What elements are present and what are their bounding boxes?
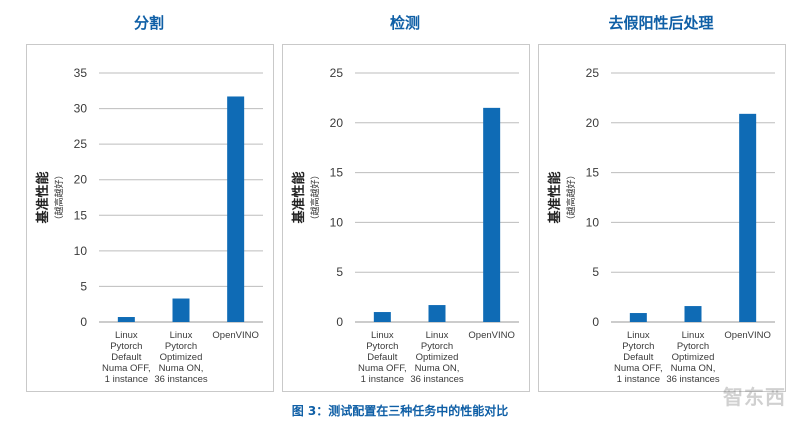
y-axis-label: 基准性能 — [291, 171, 307, 224]
x-tick-label: Numa OFF, — [614, 363, 663, 374]
x-tick-label: Default — [111, 352, 141, 363]
y-tick-label: 10 — [74, 244, 88, 258]
figure-caption: 图 3：测试配置在三种任务中的性能对比 — [291, 404, 509, 418]
watermark-logo: 智东西 — [723, 385, 786, 409]
x-tick-label: 36 instances — [666, 374, 720, 385]
x-tick-label: 36 instances — [154, 374, 208, 385]
bar-chart-3: 基准性能 （越高越好）0510152025LinuxPytorchDefaultN… — [547, 66, 775, 385]
x-tick-label: Pytorch — [366, 341, 398, 352]
y-tick-label: 0 — [80, 315, 87, 329]
x-tick-label: Linux — [371, 330, 394, 341]
x-tick-label: Pytorch — [421, 341, 453, 352]
y-axis-label: 基准性能 — [35, 171, 51, 224]
y-axis-sublabel: （越高越好） — [309, 170, 321, 224]
y-axis-sublabel: （越高越好） — [53, 170, 65, 224]
x-tick-label: Pytorch — [165, 341, 197, 352]
y-tick-label: 30 — [74, 102, 88, 116]
y-tick-label: 35 — [74, 66, 88, 80]
y-tick-label: 15 — [74, 208, 88, 222]
x-tick-label: Numa OFF, — [102, 363, 151, 374]
x-tick-label: Linux — [115, 330, 138, 341]
y-tick-label: 5 — [80, 279, 87, 293]
x-tick-label: Pytorch — [622, 341, 654, 352]
y-tick-label: 20 — [74, 173, 88, 187]
y-axis-sublabel: （越高越好） — [565, 170, 577, 224]
y-axis-label: 基准性能 — [547, 171, 563, 224]
bar — [117, 317, 135, 322]
panel-1-title: 分割 — [133, 14, 164, 32]
x-tick-label: Linux — [627, 330, 650, 341]
y-tick-label: 10 — [330, 215, 344, 229]
x-tick-label: Numa ON, — [159, 363, 204, 374]
x-tick-label: OpenVINO — [468, 330, 514, 341]
bar — [684, 306, 702, 322]
x-tick-label: Linux — [426, 330, 449, 341]
x-tick-label: Optimized — [416, 352, 459, 363]
x-tick-label: Linux — [682, 330, 705, 341]
bar-chart-2: 基准性能 （越高越好）0510152025LinuxPytorchDefaultN… — [291, 66, 519, 385]
bar — [483, 107, 501, 322]
panel-3-title: 去假阳性后处理 — [608, 14, 714, 32]
y-tick-label: 25 — [74, 137, 88, 151]
x-tick-label: Numa ON, — [671, 363, 716, 374]
x-tick-label: Linux — [170, 330, 193, 341]
x-tick-label: Pytorch — [110, 341, 142, 352]
y-tick-label: 20 — [330, 116, 344, 130]
x-tick-label: Optimized — [160, 352, 203, 363]
x-tick-label: Optimized — [672, 352, 715, 363]
x-tick-label: 1 instance — [105, 374, 148, 385]
y-tick-label: 20 — [586, 116, 600, 130]
bar — [428, 305, 446, 322]
bar — [172, 298, 190, 322]
y-tick-label: 0 — [336, 315, 343, 329]
x-tick-label: OpenVINO — [212, 330, 258, 341]
bar — [227, 96, 245, 322]
y-tick-label: 15 — [586, 166, 600, 180]
y-tick-label: 25 — [330, 66, 344, 80]
bar — [739, 113, 757, 322]
y-tick-label: 5 — [592, 265, 599, 279]
x-tick-label: Numa ON, — [415, 363, 460, 374]
bar — [629, 313, 647, 322]
y-tick-label: 25 — [586, 66, 600, 80]
y-tick-label: 15 — [330, 166, 344, 180]
x-tick-label: Default — [367, 352, 397, 363]
chart-panel-1: 基准性能 （越高越好） 0 5 10 15 20 25 30 35 Linux Pytorch Defa… — [26, 44, 274, 392]
x-tick-label: Default — [623, 352, 653, 363]
y-tick-label: 10 — [586, 215, 600, 229]
chart-panel-2: 基准性能 （越高越好） 0 5 10 15 20 25 Linux Pytorch Default N… — [282, 44, 530, 392]
panel-2-title: 检测 — [389, 14, 420, 32]
y-tick-label: 0 — [592, 315, 599, 329]
bar-chart-1: 基准性能 （越高越好）05101520253035LinuxPytorchDefa… — [35, 66, 263, 385]
x-tick-label: Pytorch — [677, 341, 709, 352]
y-tick-label: 5 — [336, 265, 343, 279]
x-tick-label: Numa OFF, — [358, 363, 407, 374]
x-tick-label: 1 instance — [361, 374, 404, 385]
x-tick-label: 36 instances — [410, 374, 464, 385]
bar — [373, 312, 391, 322]
chart-panel-3: 基准性能 （越高越好） 0 5 10 15 20 25 Linux Pytorch Default N… — [538, 44, 786, 392]
x-tick-label: OpenVINO — [724, 330, 770, 341]
x-tick-label: 1 instance — [617, 374, 660, 385]
